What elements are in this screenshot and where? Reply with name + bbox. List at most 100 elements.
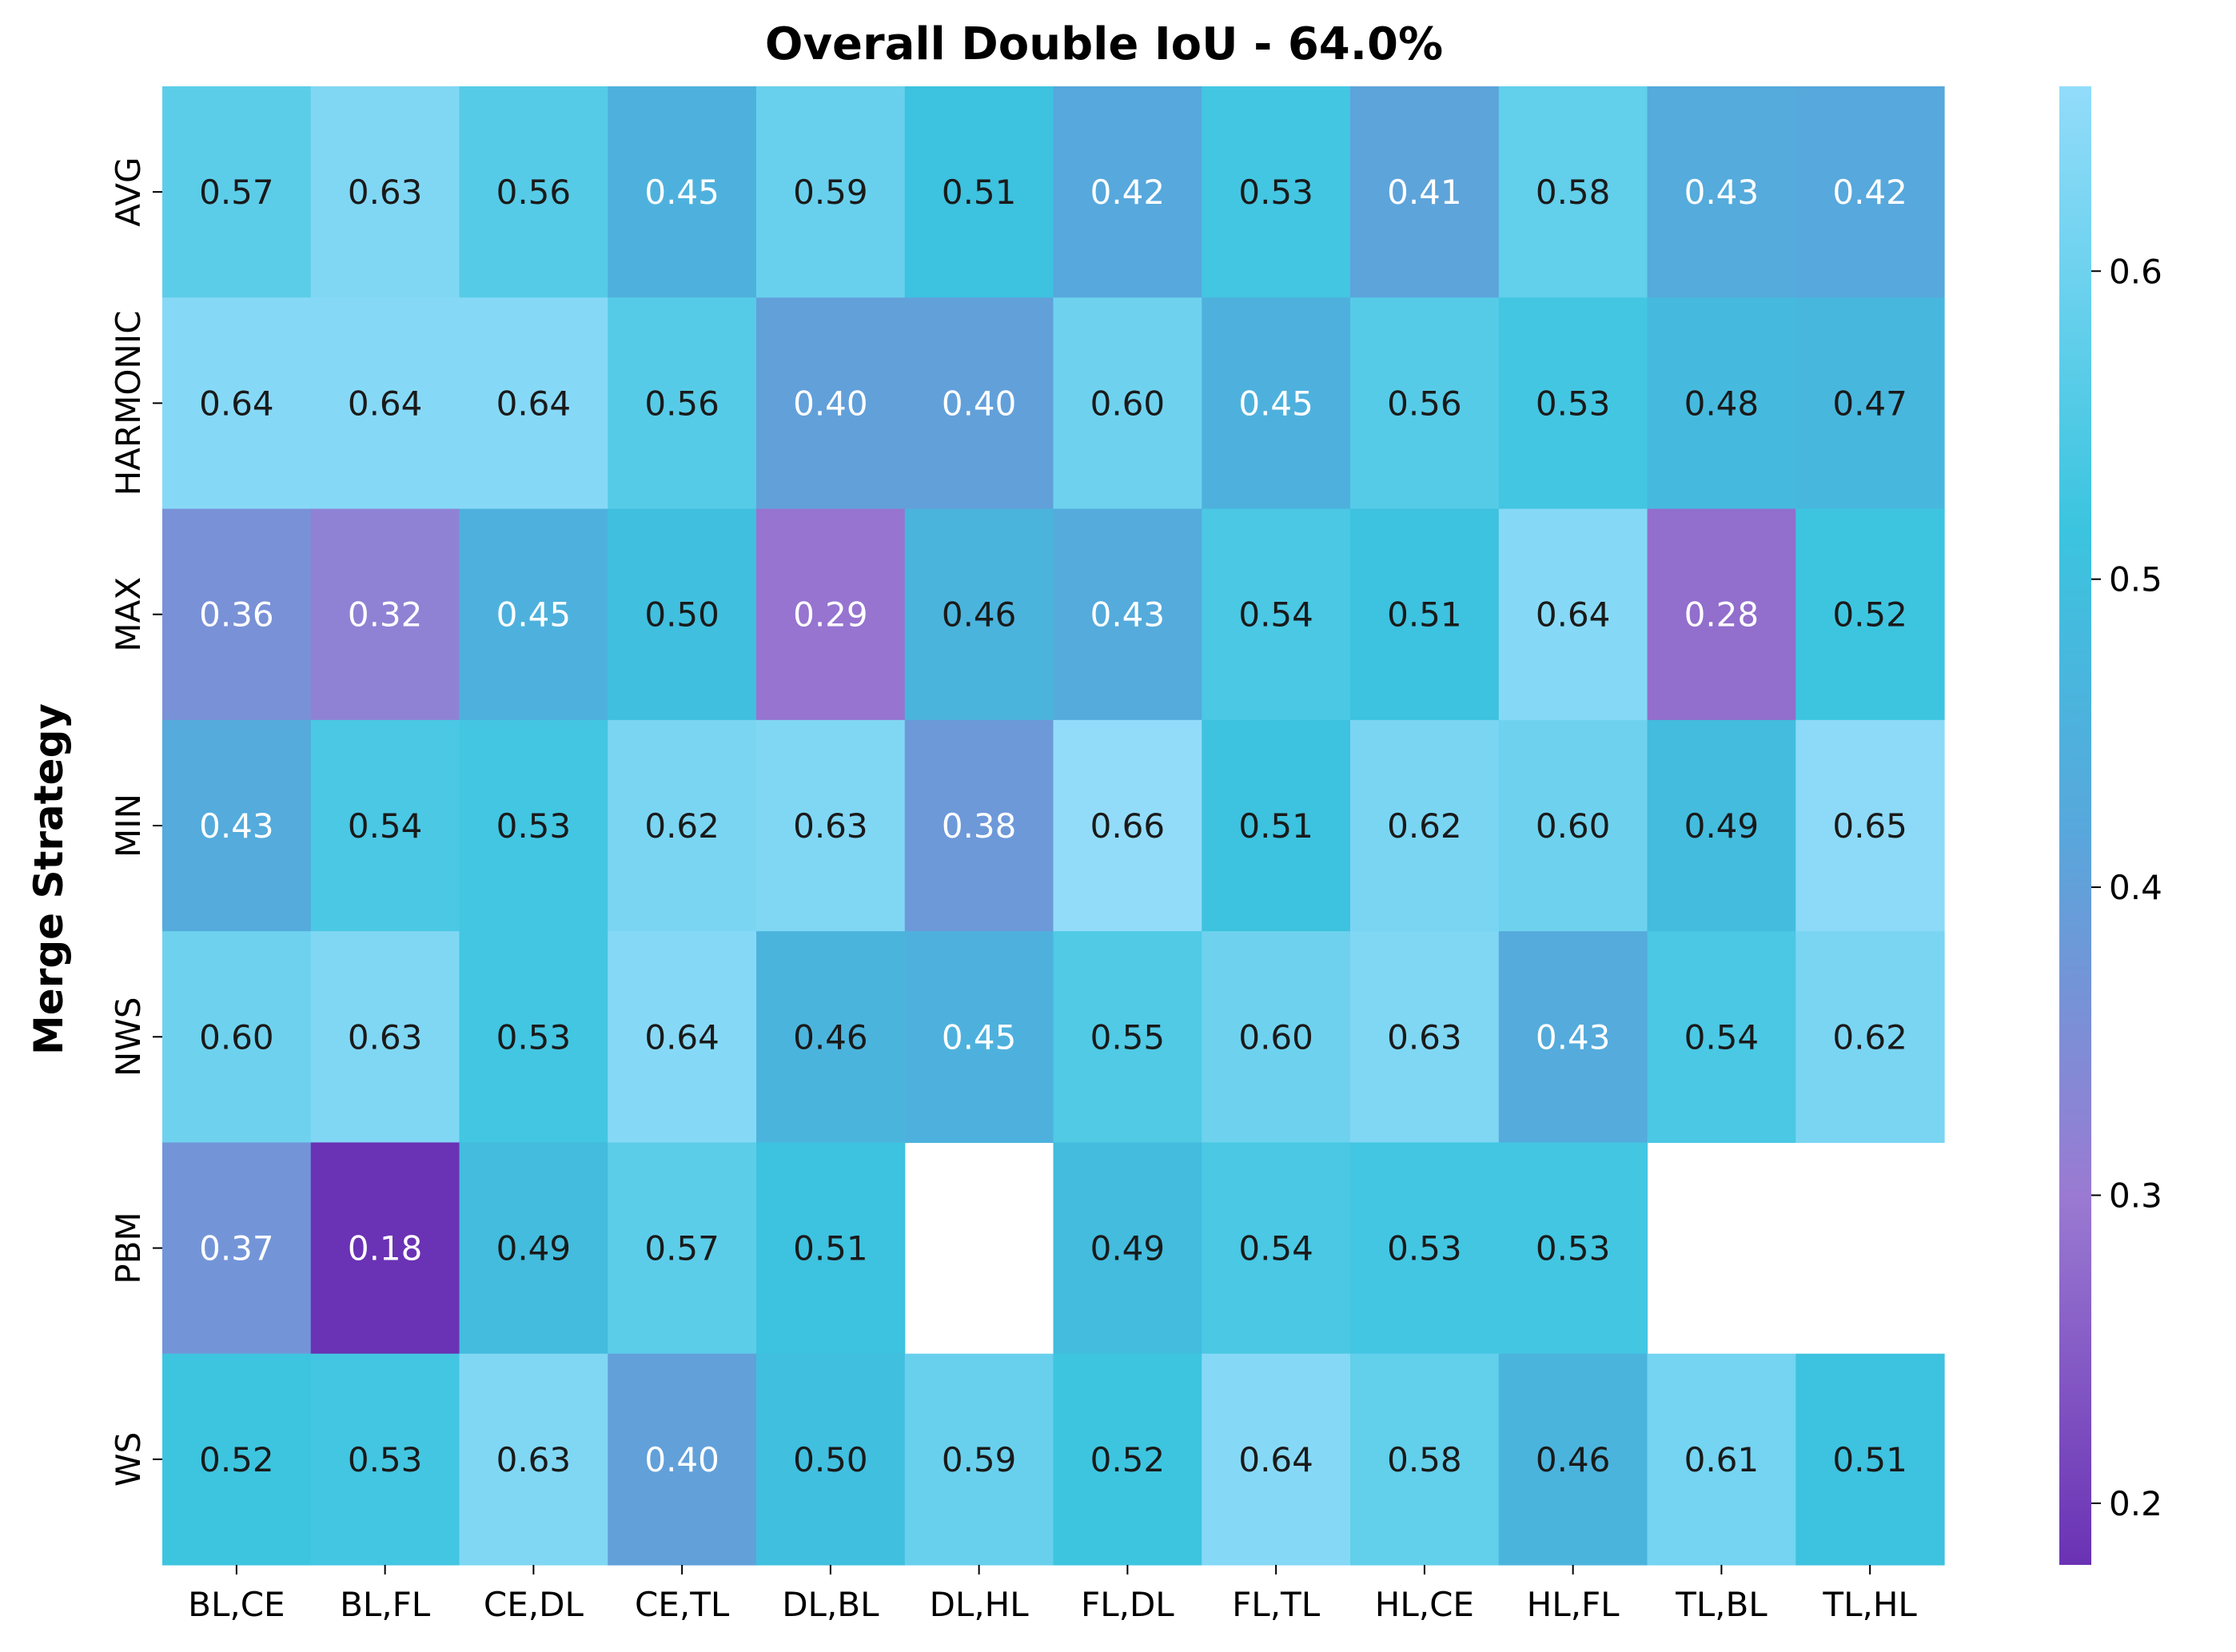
cell-value-label: 0.47 xyxy=(1832,384,1907,423)
cell-value-label: 0.51 xyxy=(942,173,1017,212)
heatmap-cell xyxy=(1202,86,1351,298)
cell-value-label: 0.52 xyxy=(1090,1440,1166,1479)
cell-value-label: 0.64 xyxy=(1238,1440,1313,1479)
heatmap-cell xyxy=(1053,297,1202,510)
y-tick-label: HARMONIC xyxy=(109,310,148,496)
heatmap-cell xyxy=(1796,1353,1945,1566)
heatmap-cell xyxy=(1796,297,1945,510)
heatmap-cell xyxy=(1796,931,1945,1144)
heatmap-cell xyxy=(904,931,1054,1144)
colorbar-tick-label: 0.2 xyxy=(2109,1484,2162,1523)
cell-value-label: 0.59 xyxy=(793,173,868,212)
heatmap-cell xyxy=(904,508,1054,721)
cell-value-label: 0.37 xyxy=(199,1229,274,1268)
heatmap-cell xyxy=(310,508,460,721)
heatmap-cell xyxy=(310,1353,460,1566)
heatmap-cell xyxy=(310,931,460,1144)
colorbar xyxy=(2059,86,2091,1565)
heatmap-cell xyxy=(1202,719,1351,932)
heatmap-cell xyxy=(1350,508,1500,721)
heatmap-cell xyxy=(459,931,608,1144)
cell-value-label: 0.52 xyxy=(199,1440,274,1479)
cell-value-label: 0.60 xyxy=(1090,384,1166,423)
heatmap-cell xyxy=(904,719,1054,932)
cell-value-label: 0.53 xyxy=(1536,384,1611,423)
x-tick-label: TL,HL xyxy=(1822,1585,1917,1624)
heatmap-cell xyxy=(1202,1142,1351,1355)
cell-value-label: 0.50 xyxy=(644,595,719,635)
cell-value-label: 0.54 xyxy=(1238,1229,1313,1268)
cell-value-label: 0.64 xyxy=(644,1017,719,1057)
cell-value-label: 0.56 xyxy=(496,173,572,212)
cell-value-label: 0.64 xyxy=(496,384,572,423)
cell-value-label: 0.51 xyxy=(793,1229,868,1268)
cell-value-label: 0.28 xyxy=(1684,595,1760,635)
cell-value-label: 0.55 xyxy=(1090,1017,1166,1057)
cell-value-label: 0.62 xyxy=(644,806,719,846)
cell-value-label: 0.43 xyxy=(1536,1017,1611,1057)
cell-value-label: 0.45 xyxy=(1238,384,1313,423)
chart-title: Overall Double IoU - 64.0% xyxy=(765,18,1443,70)
heatmap-cell xyxy=(1647,297,1796,510)
y-tick-label: NWS xyxy=(109,997,148,1077)
y-tick-label: PBM xyxy=(109,1212,148,1284)
cell-value-label: 0.58 xyxy=(1387,1440,1462,1479)
cell-value-label: 0.18 xyxy=(348,1229,423,1268)
heatmap-cell xyxy=(1647,719,1796,932)
heatmap-cell xyxy=(162,719,312,932)
heatmap-cell xyxy=(310,86,460,298)
cell-value-label: 0.58 xyxy=(1536,173,1611,212)
heatmap-cell xyxy=(459,1142,608,1355)
heatmap-cell xyxy=(162,86,312,298)
cell-value-label: 0.53 xyxy=(496,1017,572,1057)
heatmap-cell xyxy=(1498,1353,1648,1566)
cell-value-label: 0.63 xyxy=(348,1017,423,1057)
cell-value-label: 0.61 xyxy=(1684,1440,1760,1479)
heatmap-cell xyxy=(1796,719,1945,932)
heatmap-cell xyxy=(1053,1142,1202,1355)
cell-value-label: 0.64 xyxy=(1536,595,1611,635)
heatmap-cell xyxy=(756,297,906,510)
heatmap-cell xyxy=(904,297,1054,510)
colorbar-tick-label: 0.5 xyxy=(2109,560,2162,599)
cell-value-label: 0.46 xyxy=(793,1017,868,1057)
cell-value-label: 0.45 xyxy=(942,1017,1017,1057)
y-tick-label: MIN xyxy=(109,794,148,858)
heatmap-cell xyxy=(459,719,608,932)
heatmap-cell xyxy=(608,931,757,1144)
y-axis-ticks: AVG HARMONIC MAX MIN NWS PBM WS xyxy=(109,157,162,1487)
y-axis-label: Merge Strategy xyxy=(26,703,72,1055)
heatmap-cell xyxy=(1202,508,1351,721)
cell-value-label: 0.54 xyxy=(1238,595,1313,635)
heatmap-cell xyxy=(1647,508,1796,721)
cell-value-label: 0.45 xyxy=(496,595,572,635)
cell-value-label: 0.63 xyxy=(496,1440,572,1479)
heatmap-cell xyxy=(162,297,312,510)
cell-value-label: 0.63 xyxy=(793,806,868,846)
cell-value-label: 0.40 xyxy=(942,384,1017,423)
cell-value-label: 0.64 xyxy=(199,384,274,423)
cell-value-label: 0.66 xyxy=(1090,806,1166,846)
cell-value-label: 0.42 xyxy=(1090,173,1166,212)
heatmap-cell xyxy=(1647,1353,1796,1566)
heatmap-cell xyxy=(162,508,312,721)
x-tick-label: FL,DL xyxy=(1081,1585,1174,1624)
cell-value-label: 0.53 xyxy=(496,806,572,846)
heatmap-cell xyxy=(1498,508,1648,721)
cell-value-label: 0.56 xyxy=(644,384,719,423)
heatmap-cell xyxy=(1053,719,1202,932)
heatmap-cells: 0.57 0.63 0.56 0.45 0.59 0.51 0.42 0.53 0.41 0.58… xyxy=(162,86,1945,1566)
cell-value-label: 0.46 xyxy=(942,595,1017,635)
cell-value-label: 0.60 xyxy=(1536,806,1611,846)
heatmap-cell xyxy=(608,1142,757,1355)
x-tick-label: BL,CE xyxy=(188,1585,285,1624)
cell-value-label: 0.40 xyxy=(644,1440,719,1479)
cell-value-label: 0.46 xyxy=(1536,1440,1611,1479)
cell-value-label: 0.45 xyxy=(644,173,719,212)
cell-value-label: 0.49 xyxy=(1090,1229,1166,1268)
cell-value-label: 0.41 xyxy=(1387,173,1462,212)
heatmap-cell xyxy=(608,297,757,510)
x-tick-label: TL,BL xyxy=(1675,1585,1768,1624)
cell-value-label: 0.62 xyxy=(1387,806,1462,846)
colorbar-tick-label: 0.6 xyxy=(2109,252,2162,291)
